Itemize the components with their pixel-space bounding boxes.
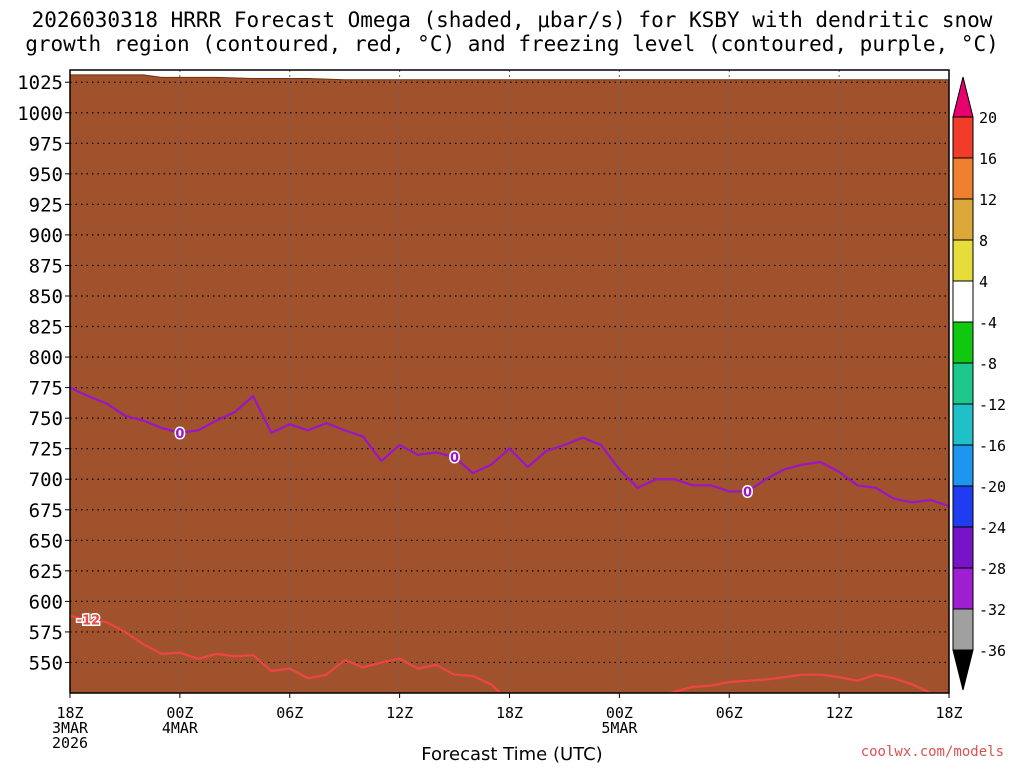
y-tick-label: 925 <box>29 194 63 216</box>
y-tick-label: 550 <box>29 652 63 674</box>
colorbar-label: -16 <box>979 437 1006 455</box>
y-tick-label: 700 <box>29 469 63 491</box>
colorbar-label: 4 <box>979 273 988 291</box>
colorbar-segment <box>952 239 974 282</box>
colorbar-label: 20 <box>979 109 997 127</box>
colorbar-segment <box>952 157 974 200</box>
y-tick-label: 1025 <box>17 72 63 94</box>
dendritic-contour-label: -12 <box>77 614 101 629</box>
colorbar-label: -20 <box>979 478 1006 496</box>
x-tick-label: 00Z <box>606 704 633 722</box>
colorbar-segment <box>952 608 974 651</box>
colorbar-segment <box>952 198 974 241</box>
colorbar-tip-top <box>952 76 974 118</box>
y-tick-label: 825 <box>29 317 63 339</box>
x-tick-label: 06Z <box>276 704 303 722</box>
colorbar-label: -8 <box>979 355 997 373</box>
x-tick-label: 18Z <box>935 704 962 722</box>
x-tick-label: 06Z <box>716 704 743 722</box>
chart-title: 2026030318 HRRR Forecast Omega (shaded, … <box>31 8 993 32</box>
colorbar-segment <box>952 403 974 446</box>
colorbar-label: 16 <box>979 150 997 168</box>
y-tick-label: 675 <box>29 500 63 522</box>
colorbar-segment <box>952 362 974 405</box>
y-tick-label: 775 <box>29 378 63 400</box>
colorbar-label: 8 <box>979 232 988 250</box>
dendritic-contour-line <box>70 614 949 693</box>
y-tick-label: 1000 <box>17 103 63 125</box>
y-tick-label: 600 <box>29 591 63 613</box>
x-tick-label: 2026 <box>52 734 88 752</box>
y-tick-label: 725 <box>29 439 63 461</box>
y-tick-label: 975 <box>29 133 63 155</box>
x-tick-label: 3MAR <box>52 719 89 737</box>
freezing-level-label: 0 <box>743 485 752 500</box>
x-tick-label: 00Z <box>166 704 193 722</box>
colorbar-segment <box>952 444 974 487</box>
y-tick-label: 575 <box>29 622 63 644</box>
colorbar-segment <box>952 526 974 569</box>
y-tick-label: 800 <box>29 347 63 369</box>
colorbar-tip-bottom <box>952 649 974 691</box>
x-tick-label: 18Z <box>56 704 83 722</box>
x-tick-label: 4MAR <box>162 719 199 737</box>
y-tick-label: 625 <box>29 561 63 583</box>
y-tick-label: 875 <box>29 255 63 277</box>
x-tick-label: 12Z <box>386 704 413 722</box>
colorbar-label: 12 <box>979 191 997 209</box>
colorbar-label: -28 <box>979 560 1006 578</box>
colorbar-segment <box>952 280 974 323</box>
colorbar-segment <box>952 485 974 528</box>
credit-text: coolwx.com/models <box>860 744 1004 760</box>
surface-terrain <box>70 74 949 693</box>
chart-subtitle: growth region (contoured, red, °C) and f… <box>25 32 999 56</box>
colorbar-label: -36 <box>979 642 1006 660</box>
x-tick-label: 5MAR <box>601 719 638 737</box>
y-tick-label: 900 <box>29 225 63 247</box>
colorbar-segment <box>952 116 974 159</box>
freezing-level-label: 0 <box>175 427 184 442</box>
colorbar-segment <box>952 567 974 610</box>
x-tick-label: 12Z <box>826 704 853 722</box>
colorbar-segment <box>952 321 974 364</box>
y-tick-label: 950 <box>29 164 63 186</box>
colorbar-label: -4 <box>979 314 997 332</box>
colorbar-label: -32 <box>979 601 1006 619</box>
freezing-level-label: 0 <box>450 451 459 466</box>
y-tick-label: 850 <box>29 286 63 308</box>
freezing-level-line <box>70 386 949 508</box>
y-tick-label: 650 <box>29 530 63 552</box>
x-axis-label: Forecast Time (UTC) <box>421 744 603 765</box>
colorbar-label: -24 <box>979 519 1006 537</box>
x-tick-label: 18Z <box>496 704 523 722</box>
colorbar-label: -12 <box>979 396 1006 414</box>
y-tick-label: 750 <box>29 408 63 430</box>
